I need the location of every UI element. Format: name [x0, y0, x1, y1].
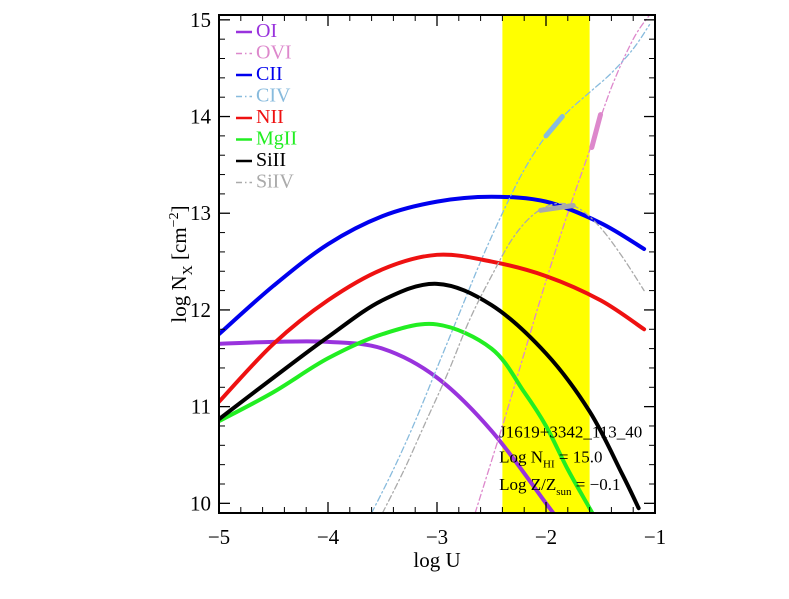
series-line-oi — [219, 339, 556, 513]
x-tick-label: −1 — [644, 525, 666, 549]
measurement-ovi — [589, 112, 603, 150]
y-tick-label: 12 — [190, 298, 211, 322]
x-tick-label: −5 — [208, 525, 230, 549]
x-tick-label: −4 — [317, 525, 340, 549]
y-tick-label: 11 — [191, 395, 211, 419]
series-layer — [219, 15, 651, 513]
legend-label-civ: CIV — [256, 85, 291, 107]
y-tick-label: 15 — [190, 8, 211, 32]
series-line-siii — [219, 281, 641, 511]
measurement-layer — [538, 112, 603, 213]
measurement-siiv — [538, 202, 576, 213]
y-tick-label: 10 — [190, 491, 211, 515]
annotations: J1619+3342_113_40 Log NHI = 15.0 Log Z/Zsu… — [499, 423, 642, 498]
x-axis-label: log U — [413, 548, 460, 572]
legend-label-nii: NII — [256, 106, 284, 128]
series-line-siiv — [381, 202, 645, 513]
annotation-sightline: J1619+3342_113_40 — [499, 423, 642, 442]
tick-labels: −5 −4 −3 −2 −1 10 11 12 13 14 15 — [190, 8, 666, 549]
series-line-civ — [370, 24, 651, 513]
y-tick-label: 13 — [190, 201, 211, 225]
series-line-nii — [219, 252, 647, 404]
y-tick-label: 14 — [190, 105, 212, 129]
legend-label-mgii: MgII — [256, 128, 297, 150]
legend-label-ovi: OVI — [256, 42, 292, 64]
legend-label-siii: SiII — [256, 149, 286, 171]
legend-label-cii: CII — [256, 63, 283, 85]
measurement-civ — [543, 114, 565, 139]
series-line-mgii — [219, 321, 595, 513]
series-line-cii — [219, 194, 647, 337]
annotation-metallicity: Log Z/Zsun = −0.1 — [499, 475, 620, 498]
legend-label-siiv: SiIV — [256, 171, 294, 193]
y-axis-label: log NX [cm−2] — [167, 205, 196, 322]
x-tick-label: −2 — [535, 525, 557, 549]
plot-frame — [218, 14, 656, 514]
series-line-ovi — [474, 15, 651, 513]
annotation-nhi: Log NHI = 15.0 — [499, 448, 602, 471]
legend-label-oi: OI — [256, 20, 277, 42]
x-tick-label: −3 — [426, 525, 448, 549]
